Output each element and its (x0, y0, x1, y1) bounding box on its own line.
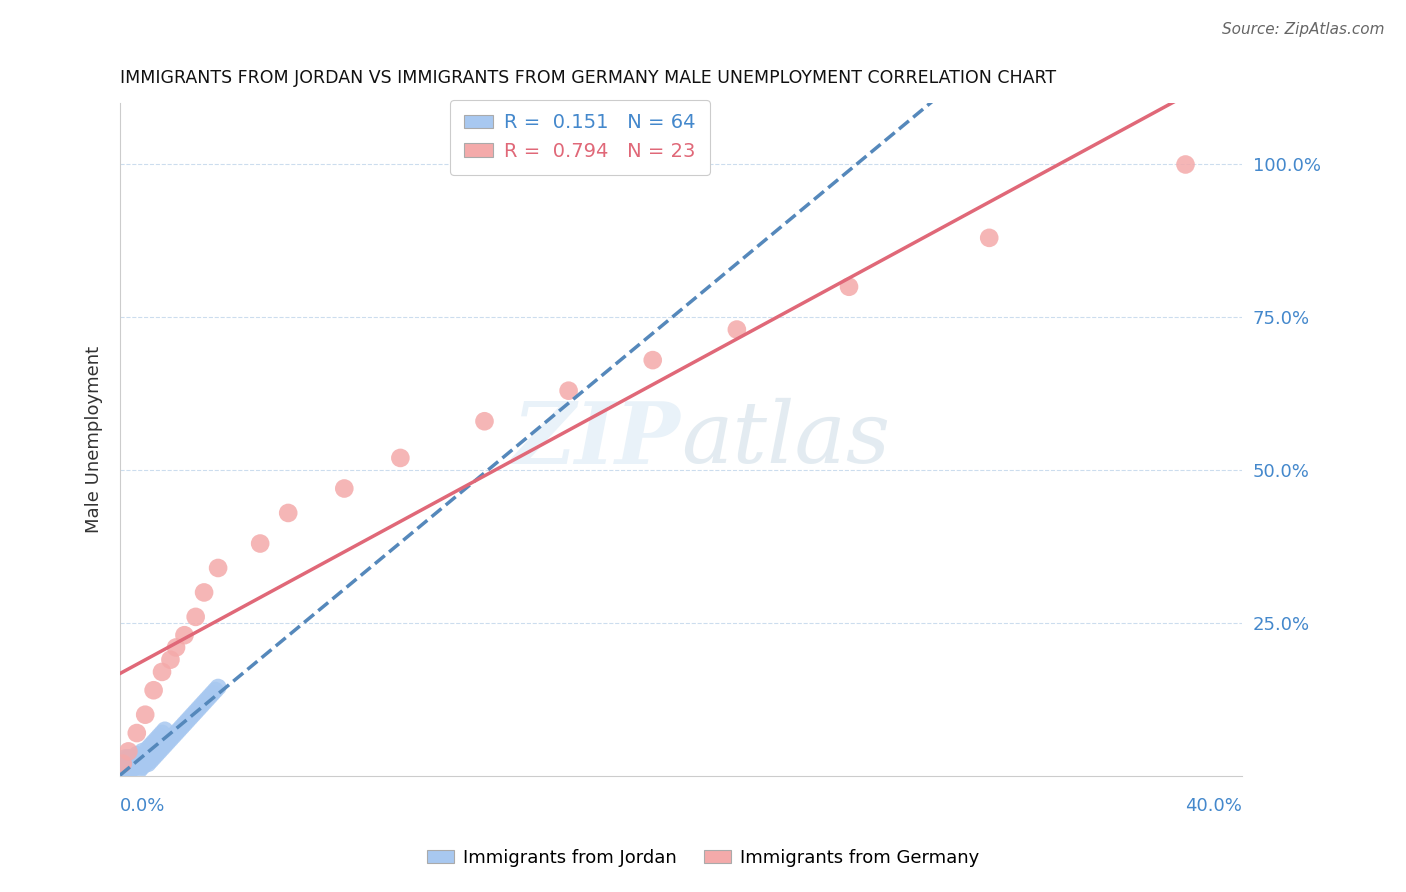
Point (134, 756, 156, 771)
Point (181, 707, 204, 722)
Point (165, 726, 187, 740)
Point (145, 732, 167, 747)
Point (117, 750, 139, 764)
Point (139, 754, 162, 768)
Point (162, 729, 184, 743)
Point (142, 683, 165, 698)
Point (150, 741, 173, 756)
Point (333, 482, 356, 496)
Point (204, 683, 226, 698)
Point (128, 756, 150, 771)
Point (198, 690, 221, 704)
Point (114, 765, 136, 780)
Point (184, 610, 207, 624)
Point (159, 732, 181, 747)
Point (193, 585, 215, 599)
Point (122, 756, 145, 771)
Point (111, 756, 134, 771)
Point (131, 759, 153, 773)
Point (725, 322, 748, 336)
Point (114, 754, 136, 768)
Point (176, 714, 198, 728)
Legend: Immigrants from Jordan, Immigrants from Germany: Immigrants from Jordan, Immigrants from … (419, 842, 987, 874)
Point (838, 279, 860, 293)
Point (167, 723, 190, 737)
Point (184, 705, 207, 719)
Point (187, 701, 209, 715)
Point (122, 750, 145, 764)
Point (165, 640, 187, 655)
Point (1174, 157, 1197, 171)
Point (120, 763, 142, 777)
Point (148, 744, 170, 758)
Text: Source: ZipAtlas.com: Source: ZipAtlas.com (1222, 22, 1385, 37)
Legend: R =  0.151   N = 64, R =  0.794   N = 23: R = 0.151 N = 64, R = 0.794 N = 23 (450, 100, 710, 175)
Point (125, 726, 148, 740)
Point (170, 720, 193, 734)
Point (145, 747, 167, 762)
Point (156, 735, 179, 749)
Point (277, 506, 299, 520)
Point (389, 450, 412, 465)
Point (117, 759, 139, 773)
Text: ZIP: ZIP (513, 398, 681, 482)
Point (120, 754, 142, 768)
Point (150, 726, 173, 740)
Point (195, 692, 218, 706)
Point (111, 765, 134, 780)
Text: 40.0%: 40.0% (1185, 797, 1241, 814)
Point (125, 759, 148, 773)
Point (641, 353, 664, 368)
Point (134, 750, 156, 764)
Point (474, 414, 496, 428)
Point (153, 739, 176, 753)
Point (131, 754, 153, 768)
Point (117, 744, 139, 758)
Point (173, 717, 195, 731)
Point (142, 750, 165, 764)
Point (249, 536, 271, 550)
Point (148, 729, 170, 743)
Point (207, 561, 229, 575)
Point (114, 759, 136, 773)
Point (207, 680, 229, 694)
Point (134, 707, 156, 722)
Point (979, 231, 1001, 245)
Point (111, 756, 134, 771)
Point (128, 763, 150, 777)
Point (190, 698, 212, 713)
Point (179, 711, 201, 725)
Point (122, 759, 145, 773)
Point (159, 653, 181, 667)
Text: 0.0%: 0.0% (120, 797, 166, 814)
Point (153, 723, 176, 737)
Point (136, 747, 159, 762)
Point (128, 750, 150, 764)
Point (139, 739, 162, 753)
Text: IMMIGRANTS FROM JORDAN VS IMMIGRANTS FROM GERMANY MALE UNEMPLOYMENT CORRELATION : IMMIGRANTS FROM JORDAN VS IMMIGRANTS FRO… (120, 69, 1056, 87)
Point (114, 763, 136, 777)
Point (150, 665, 173, 679)
Point (111, 763, 134, 777)
Point (125, 754, 148, 768)
Text: atlas: atlas (681, 398, 890, 481)
Point (173, 628, 195, 642)
Point (557, 384, 579, 398)
Point (117, 756, 139, 771)
Point (201, 686, 224, 700)
Point (142, 735, 165, 749)
Point (136, 756, 159, 771)
Point (193, 696, 215, 710)
Point (114, 750, 136, 764)
Point (131, 744, 153, 758)
Point (125, 747, 148, 762)
Point (120, 759, 142, 773)
Point (120, 756, 142, 771)
Point (136, 741, 159, 756)
Point (117, 763, 139, 777)
Y-axis label: Male Unemployment: Male Unemployment (86, 346, 103, 533)
